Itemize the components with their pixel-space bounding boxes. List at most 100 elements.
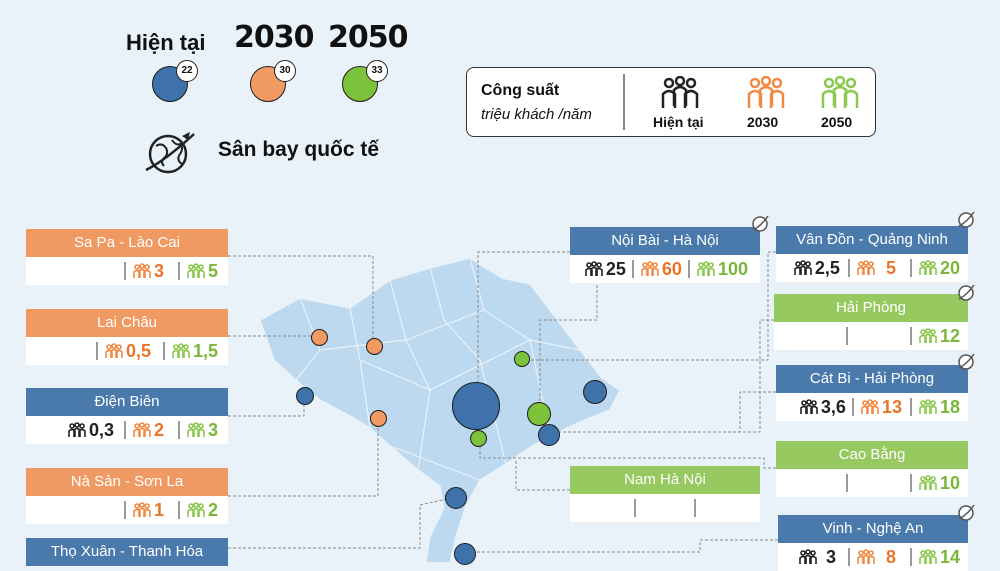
map-dot-cat-bi: [538, 424, 560, 446]
capacity-now-value: 3: [825, 546, 836, 567]
capacity-2050-label: 2050: [821, 114, 853, 130]
capacity-2050-value: 14: [939, 546, 960, 567]
people-2030-icon: [641, 261, 659, 276]
capacity-title: Công suất: [481, 82, 560, 99]
airport-name: Nà Sản - Sơn La: [26, 468, 228, 496]
people-now-icon: [585, 261, 603, 276]
map-dot-tho-xuan: [445, 487, 467, 509]
people-2050-icon: [919, 549, 937, 564]
airport-name: Lai Châu: [26, 309, 228, 337]
people-2030-icon: [861, 399, 879, 414]
people-2050-icon: [187, 263, 205, 278]
people-2050-icon: [172, 343, 190, 358]
capacity-now-value: 2,5: [814, 257, 840, 278]
people-2050-icon: [919, 399, 937, 414]
international-airport-icon: [752, 215, 769, 232]
people-2030-icon: [133, 263, 151, 278]
map-dot-lai-chau: [311, 329, 328, 346]
airport-card-dien-bien: Điện Biên 0,3 2 3: [26, 388, 228, 444]
international-airport-icon: [958, 284, 975, 301]
capacity-now-value: 25: [605, 258, 626, 279]
map-dot-dien-bien: [296, 387, 314, 405]
international-airport-icon: [958, 504, 975, 521]
international-airport-icon: [958, 211, 975, 228]
airport-name: Sa Pa - Lào Cai: [26, 229, 228, 257]
airport-card-cao-bang: Cao Bằng 10: [776, 441, 968, 497]
capacity-2030-value: 5: [885, 257, 896, 278]
capacity-2050-value: 3: [207, 419, 218, 440]
capacity-2050-value: 10: [939, 472, 960, 493]
people-2050-icon: [919, 328, 937, 343]
capacity-now-value: 0,3: [88, 419, 114, 440]
capacity-subtitle: triệu khách /năm: [481, 106, 592, 123]
capacity-2050-value: 1,5: [192, 340, 218, 361]
airport-card-noi-bai: Nội Bài - Hà Nội 25 60 100: [570, 227, 760, 283]
international-airport-icon: [958, 353, 975, 370]
airport-name: Cát Bi - Hải Phòng: [776, 365, 968, 393]
capacity-2030-value: 2: [153, 419, 164, 440]
capacity-2050-value: 100: [717, 258, 748, 279]
people-now-icon: [799, 549, 817, 564]
airport-name: Cao Bằng: [776, 441, 968, 469]
airport-name: Hải Phòng: [774, 294, 968, 322]
airport-name: Thọ Xuân - Thanh Hóa: [26, 538, 228, 566]
capacity-2030-value: 8: [885, 546, 896, 567]
airport-card-cat-bi: Cát Bi - Hải Phòng 3,6 13 18: [776, 365, 968, 421]
people-2050-icon: [919, 475, 937, 490]
international-airport-icon: [145, 132, 195, 174]
people-2050-icon: [919, 260, 937, 275]
map-dot-noi-bai: [452, 382, 500, 430]
capacity-2030-value: 13: [881, 396, 902, 417]
people-now-icon: [68, 422, 86, 437]
airport-card-hai-phong: Hải Phòng 12: [774, 294, 968, 350]
people-2030-icon: [133, 502, 151, 517]
airport-card-nam-ha-noi: Nam Hà Nội: [570, 466, 760, 522]
capacity-2030-label: 2030: [747, 114, 779, 130]
people-2030-icon: [857, 260, 875, 275]
airport-name: Điện Biên: [26, 388, 228, 416]
capacity-2030-value: 1: [153, 499, 164, 520]
legend-now-label: Hiện tại: [126, 30, 206, 55]
airport-card-na-san: Nà Sản - Sơn La 1 2: [26, 468, 228, 524]
map-dot-van-don: [583, 380, 607, 404]
capacity-2050-value: 18: [939, 396, 960, 417]
capacity-2030-value: 60: [661, 258, 682, 279]
people-2050-icon: [187, 502, 205, 517]
legend-2050-count: 33: [366, 60, 388, 82]
legend-2050-label: 2050: [328, 20, 408, 55]
airport-card-lai-chau: Lai Châu 0,5 1,5: [26, 309, 228, 365]
map-dot-na-san: [370, 410, 387, 427]
people-2030-icon: [105, 343, 123, 358]
people-2030-icon: [857, 549, 875, 564]
airport-name: Nam Hà Nội: [570, 466, 760, 494]
people-2050-icon: [821, 76, 859, 108]
map-dot-vinh: [454, 543, 476, 565]
capacity-2050-value: 5: [207, 260, 218, 281]
airport-name: Nội Bài - Hà Nội: [570, 227, 760, 255]
people-2030-icon: [133, 422, 151, 437]
people-now-icon: [800, 399, 818, 414]
people-now-icon: [794, 260, 812, 275]
map-dot-cao-bang: [514, 351, 530, 367]
legend-2030-label: 2030: [234, 20, 314, 55]
map-dot-sa-pa: [366, 338, 383, 355]
legend-2030-count: 30: [274, 60, 296, 82]
airport-card-sa-pa: Sa Pa - Lào Cai 3 5: [26, 229, 228, 285]
capacity-2050-value: 12: [939, 325, 960, 346]
capacity-legend-box: Công suất triệu khách /năm Hiện tại 2030…: [466, 67, 876, 137]
airport-card-tho-xuan: Thọ Xuân - Thanh Hóa: [26, 538, 228, 566]
airport-card-van-don: Vân Đồn - Quảng Ninh 2,5 5 20: [776, 226, 968, 282]
airport-name: Vinh - Nghệ An: [778, 515, 968, 543]
people-2030-icon: [747, 76, 785, 108]
capacity-divider: [623, 74, 625, 130]
map-dot-hai-phong: [527, 402, 551, 426]
capacity-2050-value: 2: [207, 499, 218, 520]
northern-vietnam-map: [259, 257, 621, 563]
capacity-now-label: Hiện tại: [653, 114, 704, 130]
capacity-now-value: 3,6: [820, 396, 846, 417]
capacity-2030-value: 0,5: [125, 340, 151, 361]
map-dot-nam-ha-noi: [470, 430, 487, 447]
capacity-2050-value: 20: [939, 257, 960, 278]
international-airport-label: Sân bay quốc tế: [218, 138, 380, 161]
people-2050-icon: [187, 422, 205, 437]
